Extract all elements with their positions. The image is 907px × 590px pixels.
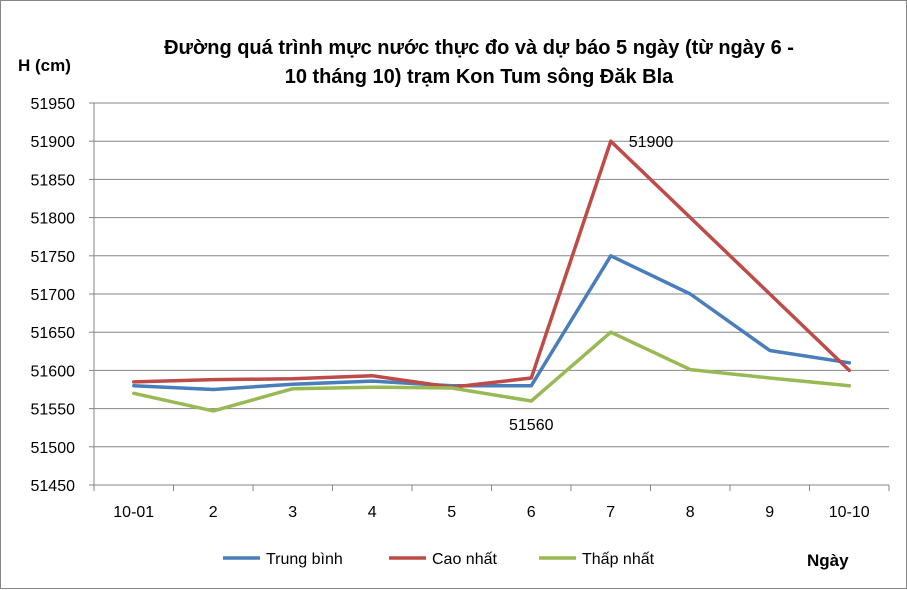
chart-title-line-1: Đường quá trình mực nước thực đo và dự b…: [164, 37, 794, 59]
y-tick-label: 51950: [31, 96, 76, 113]
series-line-0: [132, 254, 852, 392]
y-tick-label: 51850: [31, 172, 76, 189]
x-tick-label: 10-01: [113, 504, 154, 521]
chart-title-line-2: 10 tháng 10) trạm Kon Tum sông Đăk Bla: [285, 66, 674, 88]
y-tick-label: 51550: [31, 402, 76, 419]
y-tick-label: 51750: [31, 249, 76, 266]
x-axis-ticks: 10-01 2 3 4 5 6 7 8 9 10-10: [93, 485, 890, 521]
series-line-2: [132, 330, 852, 413]
x-axis-label: Ngày: [807, 551, 849, 570]
y-tick-label: 51900: [31, 134, 76, 151]
legend: Trung bình Cao nhất Thấp nhất: [223, 551, 655, 568]
legend-label: Trung bình: [266, 551, 343, 568]
x-tick-label: 8: [686, 504, 695, 521]
series-line-1: [132, 139, 852, 389]
annotations: 51900 51560: [509, 134, 673, 434]
x-tick-label: 3: [288, 504, 297, 521]
data-label: 51900: [629, 134, 674, 151]
y-tick-label: 51800: [31, 211, 76, 228]
data-label: 51560: [509, 417, 554, 434]
y-tick-label: 51450: [31, 478, 76, 495]
x-tick-label: 9: [765, 504, 774, 521]
y-axis-ticks: 51450 51500 51550 51600 51650 51700 51750 51800…: [31, 96, 94, 495]
x-tick-label: 10-10: [829, 504, 870, 521]
series-lines: [132, 139, 852, 413]
y-tick-label: 51700: [31, 287, 76, 304]
legend-label: Cao nhất: [432, 551, 497, 568]
y-tick-label: 51650: [31, 325, 76, 342]
y-tick-label: 51600: [31, 363, 76, 380]
y-tick-label: 51500: [31, 440, 76, 457]
x-tick-label: 6: [527, 504, 536, 521]
legend-label: Thấp nhất: [582, 551, 655, 568]
x-tick-label: 4: [368, 504, 377, 521]
x-tick-label: 7: [606, 504, 615, 521]
x-tick-label: 2: [209, 504, 218, 521]
y-axis-label: H (cm): [18, 56, 71, 75]
x-tick-label: 5: [447, 504, 456, 521]
